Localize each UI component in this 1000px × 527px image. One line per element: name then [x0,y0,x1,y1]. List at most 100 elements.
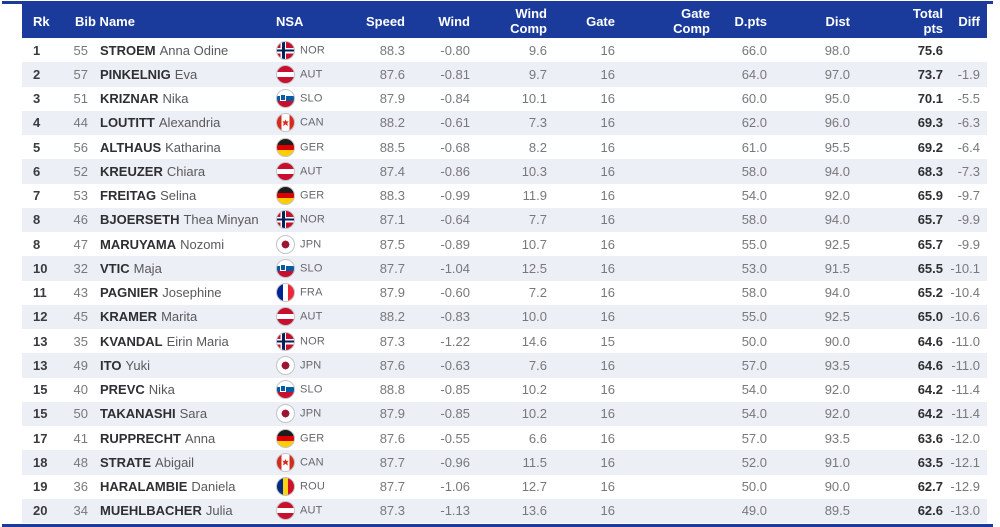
athlete-name-cell[interactable]: FREITAG Selina [92,184,272,208]
athlete-name-cell[interactable]: STRATE Abigail [92,450,272,474]
table-row[interactable]: 5 56 ALTHAUS Katharina GER 88.5 -0.68 8.2… [22,135,987,160]
nsa-cell: NOR [272,38,352,62]
gate-cell: 16 [600,66,615,82]
table-row[interactable]: 19 36 HARALAMBIE Daniela ROU 87.7 -1.06 1… [22,474,987,499]
wind-cell: -0.96 [440,454,470,470]
athlete-name-cell[interactable]: TAKANASHI Sara [92,402,272,426]
athlete-lastname: PAGNIER [100,285,159,301]
gate-cell: 16 [600,188,615,204]
table-row[interactable]: 13 35 KVANDAL Eirin Maria NOR 87.3 -1.22 … [22,329,987,354]
bib-cell: 47 [73,236,88,252]
rank-cell: 3 [33,91,41,107]
nsa-cell: GER [272,135,352,159]
wind-comp-cell: 9.6 [528,42,547,58]
athlete-name-cell[interactable]: KREUZER Chiara [92,159,272,183]
table-row[interactable]: 3 51 KRIZNAR Nika SLO 87.9 -0.84 10.1 16 … [22,86,987,111]
wind-cell: -0.68 [440,139,470,155]
rank-cell: 8 [33,212,41,228]
athlete-name-cell[interactable]: RUPPRECHT Anna [92,426,272,450]
athlete-name-cell[interactable]: PAGNIER Josephine [92,281,272,305]
dist-cell: 92.0 [824,406,850,422]
athlete-name-cell[interactable]: ALTHAUS Katharina [92,135,272,159]
dist-cell: 91.5 [824,260,850,276]
dist-cell: 91.0 [824,454,850,470]
gate-comp-cell [622,184,717,208]
athlete-lastname: KREUZER [100,163,163,179]
athlete-name-cell[interactable]: KVANDAL Eirin Maria [92,329,272,353]
table-row[interactable]: 20 34 MUEHLBACHER Julia AUT 87.3 -1.13 13… [22,498,987,523]
d-pts-cell: 54.0 [741,406,767,422]
rank-cell: 15 [33,382,48,398]
athlete-name-cell[interactable]: KRIZNAR Nika [92,87,272,111]
col-header-speed: Speed [352,4,412,38]
table-row[interactable]: 7 53 FREITAG Selina GER 88.3 -0.99 11.9 1… [22,183,987,208]
bib-cell: 32 [73,260,88,276]
table-row[interactable]: 8 47 MARUYAMA Nozomi JPN 87.5 -0.89 10.7 … [22,232,987,257]
athlete-name-cell[interactable]: HARALAMBIE Daniela [92,475,272,499]
wind-cell: -1.13 [440,503,470,519]
athlete-name-cell[interactable]: PREVC Nika [92,378,272,402]
table-row[interactable]: 4 44 LOUTITT Alexandria CAN 88.2 -0.61 7.… [22,110,987,135]
flag-icon [276,428,295,448]
nsa-cell: JPN [272,402,352,426]
speed-cell: 87.1 [379,212,405,228]
nsa-cell: AUT [272,62,352,86]
gate-cell: 16 [600,479,615,495]
rank-cell: 11 [33,285,47,301]
rank-cell: 7 [33,188,41,204]
wind-comp-cell: 11.5 [522,454,547,470]
table-row[interactable]: 10 32 VTIC Maja SLO 87.7 -1.04 12.5 16 53… [22,256,987,281]
athlete-name-cell[interactable]: ITO Yuki [92,353,272,377]
athlete-lastname: MUEHLBACHER [100,503,202,519]
athlete-lastname: KVANDAL [100,333,163,349]
diff-cell: -11.4 [951,406,980,422]
rank-cell: 20 [33,503,48,519]
diff-cell: -7.3 [957,163,980,179]
table-row[interactable]: 12 45 KRAMER Marita AUT 88.2 -0.83 10.0 1… [22,304,987,329]
athlete-lastname: ALTHAUS [100,139,162,155]
athlete-name-cell[interactable]: MARUYAMA Nozomi [92,232,272,256]
table-row[interactable]: 8 46 BJOERSETH Thea Minyan NOR 87.1 -0.64… [22,207,987,232]
athlete-name-cell[interactable]: PINKELNIG Eva [92,62,272,86]
table-row[interactable]: 13 49 ITO Yuki JPN 87.6 -0.63 7.6 16 57.0… [22,353,987,378]
nsa-cell: ROU [272,475,352,499]
gate-comp-cell [622,87,717,111]
speed-cell: 88.2 [379,115,405,131]
diff-cell: -9.9 [957,236,980,252]
table-row[interactable]: 1 55 STROEM Anna Odine NOR 88.3 -0.80 9.6… [22,38,987,63]
dist-cell: 89.5 [824,503,850,519]
flag-icon [276,64,295,84]
table-row[interactable]: 15 50 TAKANASHI Sara JPN 87.9 -0.85 10.2 … [22,401,987,426]
athlete-name-cell[interactable]: KRAMER Marita [92,305,272,329]
diff-cell: -9.9 [957,212,980,228]
speed-cell: 87.6 [379,66,405,82]
athlete-lastname: PREVC [100,382,145,398]
total-pts-cell: 63.5 [917,454,943,470]
wind-cell: -0.83 [440,309,470,325]
table-row[interactable]: 11 43 PAGNIER Josephine FRA 87.9 -0.60 7.… [22,280,987,305]
athlete-name-cell[interactable]: MUEHLBACHER Julia [92,499,272,523]
athlete-name-cell[interactable]: STROEM Anna Odine [92,38,272,62]
table-row[interactable]: 6 52 KREUZER Chiara AUT 87.4 -0.86 10.3 1… [22,159,987,184]
gate-cell: 16 [600,212,615,228]
table-row[interactable]: 15 40 PREVC Nika SLO 88.8 -0.85 10.2 16 5… [22,377,987,402]
table-row[interactable]: 18 48 STRATE Abigail CAN 87.7 -0.96 11.5 … [22,450,987,475]
athlete-name-cell[interactable]: LOUTITT Alexandria [92,111,272,135]
wind-comp-cell: 10.3 [521,163,547,179]
flag-icon [276,40,295,60]
athlete-firstname: Sara [179,406,208,422]
athlete-name-cell[interactable]: BJOERSETH Thea Minyan [92,208,272,232]
col-header-wind-comp: Wind Comp [477,4,554,38]
gate-comp-cell [622,475,717,499]
table-row[interactable]: 17 41 RUPPRECHT Anna GER 87.6 -0.55 6.6 1… [22,426,987,451]
results-header: Rk Bib Name NSA Speed Wind Wind Comp Gat… [22,4,987,38]
athlete-firstname: Katharina [165,139,221,155]
nsa-code: SLO [300,383,323,396]
table-row[interactable]: 2 57 PINKELNIG Eva AUT 87.6 -0.81 9.7 16 … [22,62,987,87]
athlete-name-cell[interactable]: VTIC Maja [92,256,272,280]
bib-cell: 36 [73,479,88,495]
nsa-code: NOR [300,44,326,57]
d-pts-cell: 57.0 [741,430,767,446]
athlete-firstname: Daniela [191,479,236,495]
gate-cell: 16 [600,357,615,373]
